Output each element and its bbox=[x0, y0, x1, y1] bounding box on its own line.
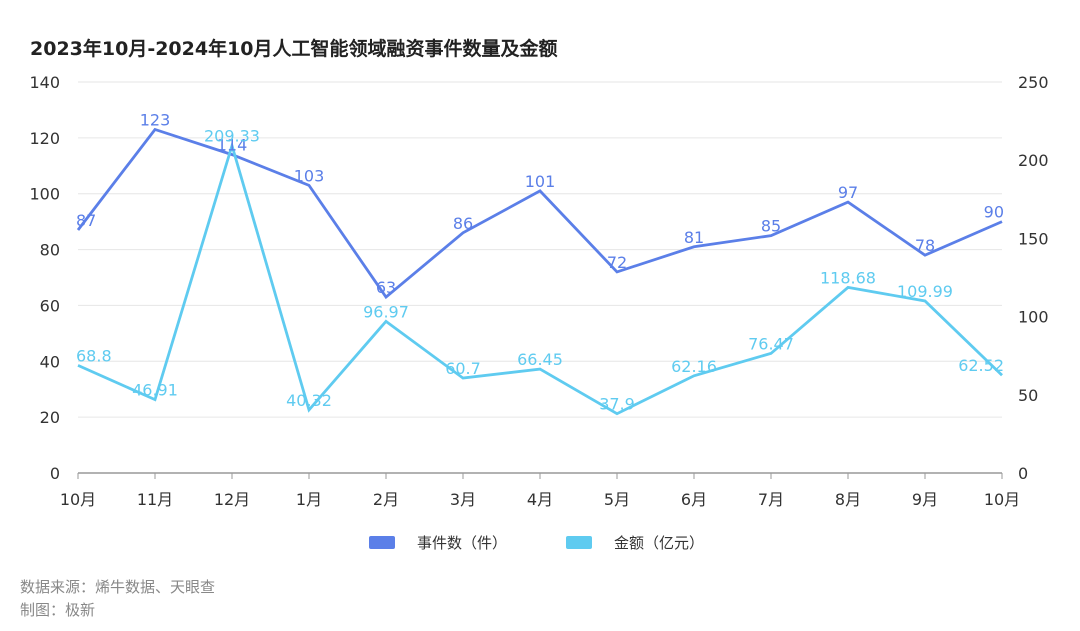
data-label-amount: 118.68 bbox=[820, 268, 876, 287]
x-tick-label: 2月 bbox=[373, 490, 399, 509]
x-tick-label: 6月 bbox=[681, 490, 707, 509]
legend-swatch-amount bbox=[566, 536, 592, 549]
series-line-events bbox=[76, 127, 1003, 300]
maker-note: 制图：极新 bbox=[20, 601, 96, 619]
data-label-amount: 96.97 bbox=[363, 302, 409, 321]
x-tick-label: 5月 bbox=[604, 490, 630, 509]
data-label-amount: 46.91 bbox=[132, 381, 178, 400]
data-label-events: 85 bbox=[761, 217, 781, 236]
y-left-tick-label: 20 bbox=[40, 408, 60, 427]
x-tick-label: 7月 bbox=[758, 490, 784, 509]
data-label-amount: 109.99 bbox=[897, 282, 953, 301]
x-tick-label: 10月 bbox=[984, 490, 1020, 509]
data-label-events: 81 bbox=[684, 228, 704, 247]
y-left-tick-label: 0 bbox=[50, 464, 60, 483]
x-tick-label: 4月 bbox=[527, 490, 553, 509]
x-tick-label: 1月 bbox=[296, 490, 322, 509]
x-tick-label: 3月 bbox=[450, 490, 476, 509]
y-right-tick-label: 0 bbox=[1018, 464, 1028, 483]
data-label-amount: 76.47 bbox=[748, 334, 794, 353]
data-label-events: 78 bbox=[915, 236, 935, 255]
data-label-amount: 209.33 bbox=[204, 127, 260, 146]
y-left-tick-label: 80 bbox=[40, 241, 60, 260]
legend-label-amount: 金额（亿元） bbox=[614, 534, 705, 552]
data-label-amount: 60.7 bbox=[445, 359, 481, 378]
legend-item-amount[interactable]: 金额（亿元） bbox=[566, 532, 704, 553]
y-left-tick-label: 100 bbox=[29, 185, 60, 204]
series-line-amount bbox=[77, 140, 1003, 416]
data-label-amount: 40.32 bbox=[286, 391, 332, 410]
x-tick-label: 12月 bbox=[214, 490, 250, 509]
data-label-events: 103 bbox=[294, 166, 325, 185]
legend-swatch-events bbox=[369, 536, 395, 549]
y-right-tick-label: 200 bbox=[1018, 151, 1049, 170]
y-right-tick-label: 250 bbox=[1018, 73, 1049, 92]
y-right-tick-label: 50 bbox=[1018, 386, 1038, 405]
data-label-amount: 62.52 bbox=[958, 356, 1004, 375]
x-tick-label: 8月 bbox=[835, 490, 861, 509]
legend-label-events: 事件数（件） bbox=[417, 534, 508, 552]
data-label-events: 90 bbox=[984, 203, 1004, 222]
chart-title: 2023年10月-2024年10月人工智能领域融资事件数量及金额 bbox=[30, 38, 558, 60]
data-label-events: 97 bbox=[838, 183, 858, 202]
y-left-tick-label: 60 bbox=[40, 296, 60, 315]
data-label-amount: 62.16 bbox=[671, 357, 717, 376]
data-label-events: 86 bbox=[453, 214, 473, 233]
data-label-amount: 68.8 bbox=[76, 346, 112, 365]
data-label-events: 123 bbox=[140, 110, 171, 129]
data-label-events: 101 bbox=[525, 172, 556, 191]
legend: 事件数（件） 金额（亿元） bbox=[0, 532, 1080, 556]
data-label-events: 72 bbox=[607, 253, 627, 272]
legend-item-events[interactable]: 事件数（件） bbox=[369, 532, 507, 553]
data-label-events: 63 bbox=[376, 278, 396, 297]
x-tick-label: 11月 bbox=[137, 490, 173, 509]
data-label-events: 87 bbox=[76, 211, 96, 230]
data-label-amount: 37.9 bbox=[599, 395, 635, 414]
x-tick-label: 9月 bbox=[912, 490, 938, 509]
data-source-note: 数据来源：烯牛数据、天眼查 bbox=[20, 578, 216, 596]
y-left-tick-label: 40 bbox=[40, 352, 60, 371]
y-right-tick-label: 150 bbox=[1018, 229, 1049, 248]
y-right-tick-label: 100 bbox=[1018, 308, 1049, 327]
y-left-tick-label: 140 bbox=[29, 73, 60, 92]
x-tick-label: 10月 bbox=[60, 490, 96, 509]
data-label-events: 114 bbox=[217, 136, 248, 155]
y-left-tick-label: 120 bbox=[29, 129, 60, 148]
data-label-amount: 66.45 bbox=[517, 350, 563, 369]
